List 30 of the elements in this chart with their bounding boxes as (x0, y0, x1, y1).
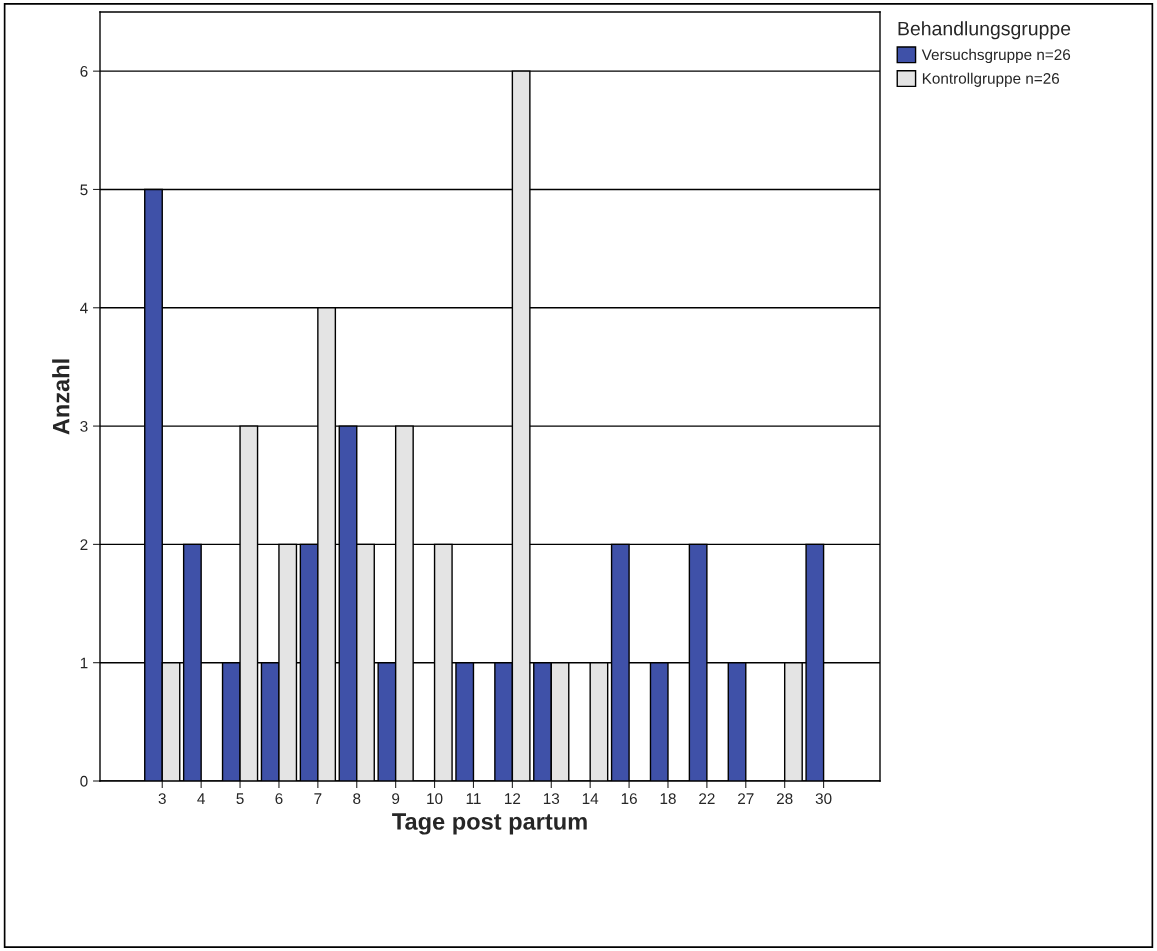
x-tick-label: 22 (699, 793, 715, 804)
x-tick-label: 9 (392, 793, 400, 805)
x-tick-label: 8 (353, 793, 361, 805)
x-tick-label: 13 (543, 793, 560, 805)
x-tick-label: 7 (314, 793, 322, 804)
x-tick-label: 28 (776, 793, 793, 805)
x-tick-label: 30 (815, 793, 832, 805)
legend-label: Versuchsgruppe n=26 (921, 48, 1071, 64)
y-tick-label: 6 (80, 66, 88, 77)
y-axis-title: Anzahl (52, 359, 70, 435)
y-tick-label: 0 (80, 775, 88, 787)
x-tick-label: 18 (660, 793, 676, 805)
x-tick-label: 27 (738, 793, 754, 804)
x-tick-label: 11 (466, 793, 481, 804)
y-tick-label: 3 (80, 420, 88, 432)
x-axis-title: Tage post partum (392, 813, 587, 835)
x-tick-label: 16 (621, 793, 637, 805)
x-tick-label: 12 (505, 793, 521, 804)
y-tick-label: 2 (80, 539, 88, 550)
legend-label: Kontrollgruppe n=26 (922, 72, 1060, 87)
x-tick-label: 5 (236, 793, 244, 805)
x-tick-label: 14 (582, 793, 599, 804)
y-tick-label: 5 (80, 184, 88, 196)
x-tick-label: 6 (275, 793, 283, 805)
x-tick-label: 3 (158, 793, 166, 805)
legend-title: Behandlungsgruppe (898, 21, 1071, 40)
y-tick-label: 1 (80, 657, 88, 669)
x-tick-label: 4 (197, 793, 205, 804)
x-tick-label: 10 (427, 793, 443, 805)
y-tick-label: 4 (80, 302, 88, 314)
